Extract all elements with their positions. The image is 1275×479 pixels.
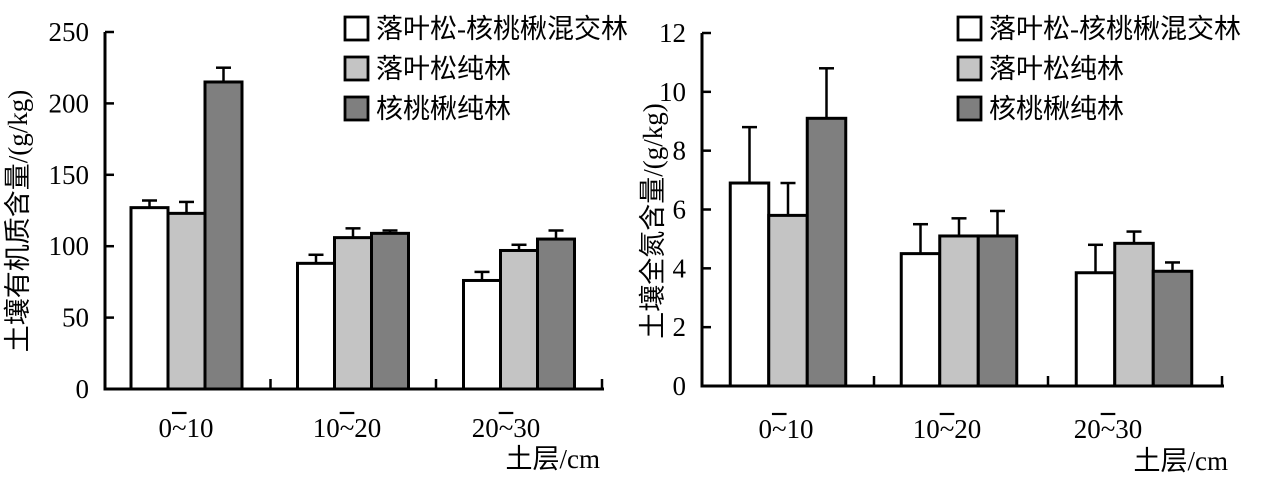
bar-series2-group0 bbox=[805, 116, 848, 388]
y-tick-label: 100 bbox=[49, 231, 90, 261]
y-axis-title: 土壤全氮含量/(g/kg) bbox=[638, 103, 668, 339]
y-tick-label: 50 bbox=[62, 303, 89, 333]
y-tick-label: 6 bbox=[673, 195, 687, 225]
x-tick-label: 10~20 bbox=[313, 413, 382, 443]
legend-label-2: 核桃楸纯林 bbox=[989, 94, 1124, 124]
bar-series2-group2 bbox=[536, 237, 576, 391]
legend-swatch-0 bbox=[956, 15, 983, 42]
bar-series1-group1 bbox=[938, 234, 980, 388]
y-tick-label: 2 bbox=[673, 312, 687, 342]
x-axis-title: 土层/cm bbox=[506, 444, 601, 474]
legend-label-2: 核桃楸纯林 bbox=[376, 94, 511, 124]
bar-series1-group0 bbox=[166, 211, 207, 391]
y-tick-label: 200 bbox=[49, 88, 90, 118]
legend-swatch-1 bbox=[343, 55, 370, 82]
legend-swatch-0 bbox=[343, 15, 370, 42]
y-tick-label: 0 bbox=[76, 374, 90, 404]
bar-series1-group2 bbox=[499, 248, 539, 391]
legend-label-1: 落叶松纯林 bbox=[989, 54, 1124, 84]
y-tick-label: 12 bbox=[659, 18, 686, 48]
bar-series2-group1 bbox=[976, 234, 1019, 388]
legend-swatch-2 bbox=[343, 95, 370, 122]
y-tick-label: 150 bbox=[49, 160, 90, 190]
legend-label-1: 落叶松纯林 bbox=[376, 54, 511, 84]
legend-swatch-2 bbox=[956, 95, 983, 122]
y-tick-label: 8 bbox=[673, 136, 687, 166]
bar-series0-group1 bbox=[899, 252, 942, 388]
x-tick-label: 0~10 bbox=[158, 413, 213, 443]
bar-series1-group0 bbox=[767, 213, 809, 388]
x-axis-title: 土层/cm bbox=[1134, 446, 1229, 476]
bar-series0-group0 bbox=[728, 181, 771, 388]
bar-series1-group2 bbox=[1113, 241, 1155, 388]
bar-series2-group0 bbox=[203, 80, 244, 391]
bar-series0-group2 bbox=[1074, 271, 1117, 388]
y-tick-label: 4 bbox=[673, 253, 687, 283]
x-tick-label: 0~10 bbox=[758, 414, 813, 444]
x-tick-label: 10~20 bbox=[913, 414, 982, 444]
legend-swatch-1 bbox=[956, 55, 983, 82]
x-tick-label: 20~30 bbox=[1074, 414, 1143, 444]
bar-series0-group2 bbox=[462, 278, 502, 391]
y-axis-title: 土壤有机质含量/(g/kg) bbox=[3, 90, 33, 353]
legend-label-0: 落叶松-核桃楸混交林 bbox=[989, 14, 1241, 44]
y-tick-label: 0 bbox=[673, 371, 687, 401]
bar-series0-group0 bbox=[129, 206, 170, 391]
bar-series0-group1 bbox=[296, 261, 336, 391]
y-tick-label: 250 bbox=[49, 17, 90, 47]
y-tick-label: 10 bbox=[659, 77, 686, 107]
bar-series2-group1 bbox=[370, 231, 410, 391]
bar-series2-group2 bbox=[1151, 269, 1194, 388]
bar-series1-group1 bbox=[333, 236, 373, 391]
x-tick-label: 20~30 bbox=[472, 413, 541, 443]
legend-label-0: 落叶松-核桃楸混交林 bbox=[376, 14, 628, 44]
